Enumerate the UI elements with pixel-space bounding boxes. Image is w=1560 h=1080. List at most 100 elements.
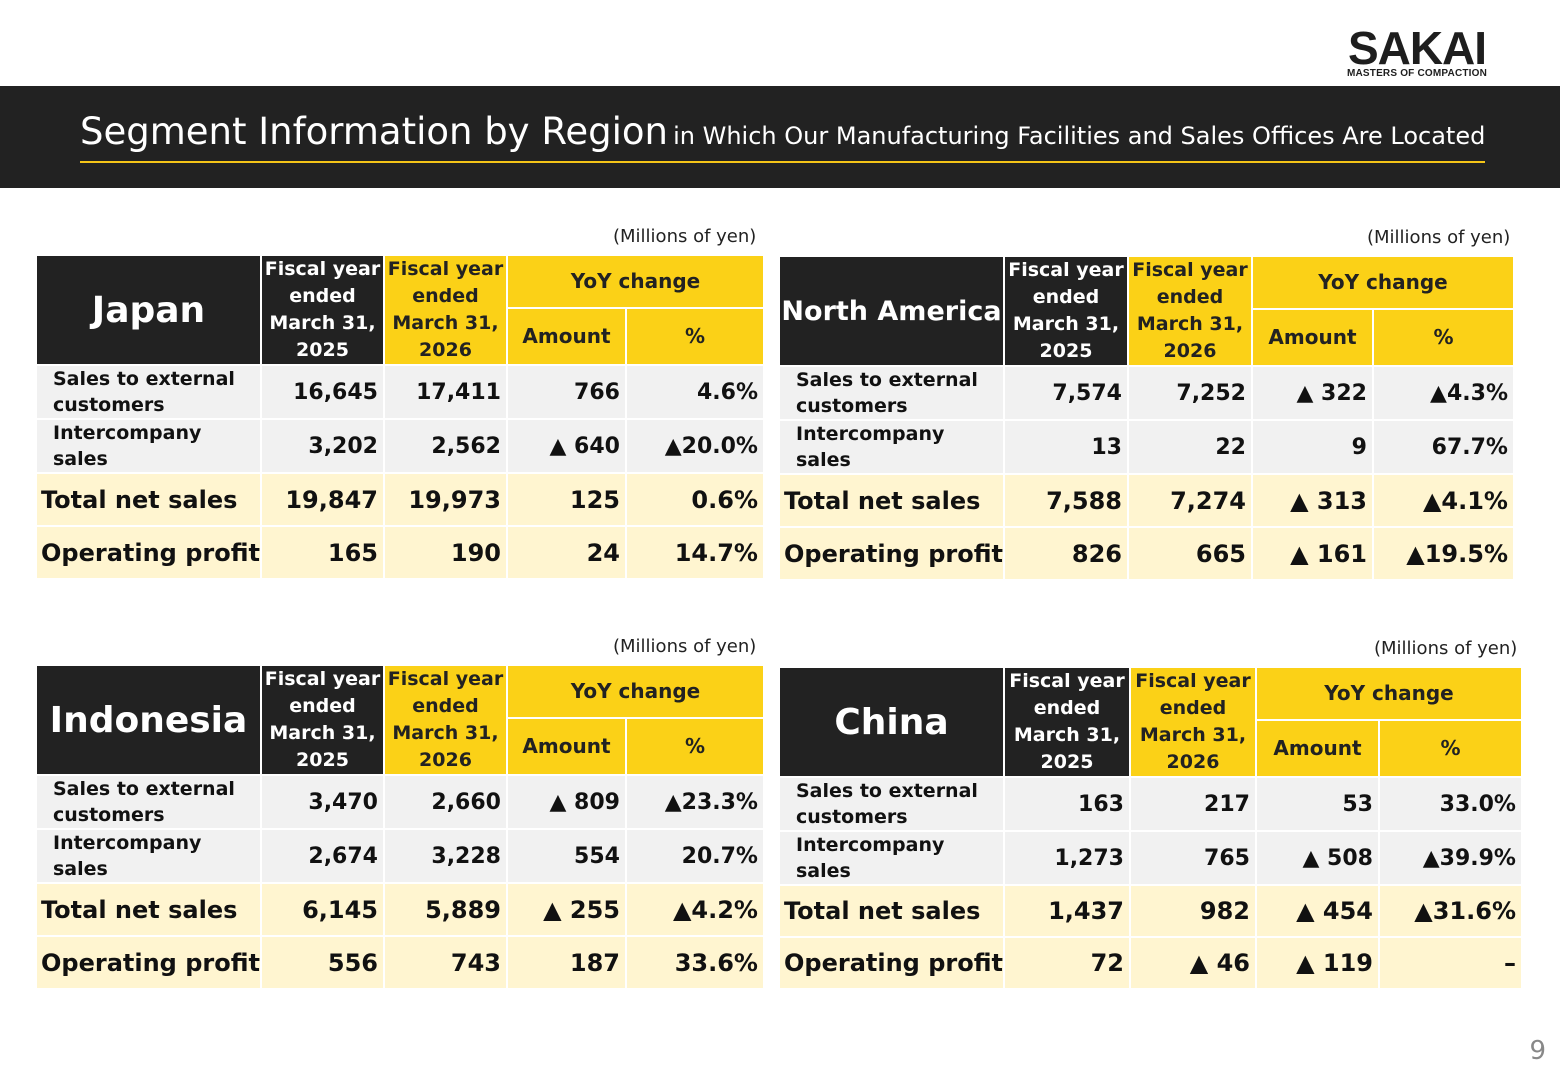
table-row: Total net sales 6,145 5,889 ▲ 255 ▲4.2% <box>37 884 763 935</box>
yoy-header: YoY change <box>1252 257 1513 308</box>
yoy-header: YoY change <box>507 666 763 717</box>
yoy-amount: 9 <box>1252 421 1372 473</box>
row-label-line: Sales to external <box>796 780 978 802</box>
fy2025-header-line: ended <box>289 695 356 717</box>
title-bar: Segment Information by Region in Which O… <box>0 86 1560 188</box>
yoy-pct: ▲4.3% <box>1373 367 1513 419</box>
fy2026-value: 7,274 <box>1128 475 1251 526</box>
yoy-amount: ▲ 313 <box>1252 475 1372 526</box>
table-row: Total net sales 7,588 7,274 ▲ 313 ▲4.1% <box>780 475 1513 526</box>
row-label-text: Operating profit <box>41 538 260 567</box>
yoy-pct: ▲39.9% <box>1379 832 1521 884</box>
yoy-pct: 33.6% <box>626 937 763 988</box>
table-subheader-row: Amount % <box>780 309 1513 365</box>
amount-header-label: Amount <box>522 734 611 759</box>
amount-header: Amount <box>507 308 625 364</box>
yoy-pct: 14.7% <box>626 527 763 578</box>
region-name-cell: North America <box>780 257 1003 365</box>
page-number: 9 <box>1529 1036 1546 1066</box>
row-label: Intercompany sales <box>780 421 1003 473</box>
fy2025-header-line: March 31, <box>269 722 376 744</box>
row-label: Total net sales <box>780 475 1003 526</box>
unit-label-north-america: (Millions of yen) <box>1367 227 1511 248</box>
fy2026-header-line: 2026 <box>419 339 472 361</box>
row-label-line: Sales to external <box>796 369 978 391</box>
row-label-text: Operating profit <box>784 949 1003 977</box>
table-row: Sales to external customers 163 217 53 33.0% <box>780 778 1521 830</box>
table-row: Operating profit 826 665 ▲ 161 ▲19.5% <box>780 528 1513 579</box>
yoy-amount: 554 <box>507 830 625 882</box>
fy2025-value: 3,470 <box>261 776 383 828</box>
pct-header-label: % <box>684 324 705 349</box>
region-name-cell: Japan <box>37 256 260 364</box>
table-row: Intercompany sales 13 22 9 67.7% <box>780 421 1513 473</box>
amount-header: Amount <box>1252 309 1372 365</box>
pct-header: % <box>1373 309 1513 365</box>
pct-header-label: % <box>1440 736 1461 761</box>
yoy-amount: ▲ 508 <box>1256 832 1378 884</box>
table-row: Operating profit 165 190 24 14.7% <box>37 527 763 578</box>
amount-header-label: Amount <box>1268 325 1357 350</box>
yoy-amount: ▲ 640 <box>507 420 625 472</box>
row-label: Intercompany sales <box>780 832 1003 884</box>
pct-header-label: % <box>1433 325 1454 350</box>
yoy-pct: 0.6% <box>626 474 763 525</box>
fy2025-header-line: 2025 <box>296 749 349 771</box>
row-label-text: Total net sales <box>784 486 981 515</box>
fy2025-value: 72 <box>1004 938 1129 988</box>
fy2025-header-line: March 31, <box>269 312 376 334</box>
fy2025-header-line: 2025 <box>1040 751 1094 773</box>
fy2026-header: Fiscal year ended March 31, 2026 <box>384 256 506 364</box>
fy2025-header-line: Fiscal year <box>1009 670 1125 692</box>
fy2025-header-line: March 31, <box>1013 724 1121 746</box>
yoy-amount: ▲ 322 <box>1252 367 1372 419</box>
fy2025-value: 163 <box>1004 778 1129 830</box>
row-label: Operating profit <box>780 938 1003 988</box>
fy2025-value: 1,273 <box>1004 832 1129 884</box>
fy2025-header: Fiscal year ended March 31, 2025 <box>261 256 383 364</box>
fy2026-header-line: Fiscal year <box>1132 259 1248 281</box>
fy2025-value: 6,145 <box>261 884 383 935</box>
row-label-line: Intercompany <box>796 834 945 856</box>
row-label-line: sales <box>796 860 851 882</box>
fy2025-value: 19,847 <box>261 474 383 525</box>
segment-table-japan: Japan Fiscal year ended March 31, 2025 Fisc… <box>35 254 765 580</box>
table-header-row: China Fiscal year ended March 31, 2025 Fisc… <box>780 668 1521 776</box>
fy2026-value: 190 <box>384 527 506 578</box>
row-label-line: Intercompany <box>53 832 202 854</box>
fy2026-header-line: March 31, <box>1136 313 1244 335</box>
amount-header: Amount <box>1256 720 1378 776</box>
yoy-amount: 125 <box>507 474 625 525</box>
row-label-text: Total net sales <box>784 897 981 925</box>
row-label-line: sales <box>53 448 108 470</box>
fy2026-value: 2,660 <box>384 776 506 828</box>
row-label: Total net sales <box>37 474 260 525</box>
fy2025-value: 2,674 <box>261 830 383 882</box>
fy2025-header: Fiscal year ended March 31, 2025 <box>1004 668 1129 776</box>
table-subheader-row: Amount % <box>780 720 1521 776</box>
fy2026-header-line: ended <box>412 285 479 307</box>
yoy-pct: ▲23.3% <box>626 776 763 828</box>
fy2025-value: 826 <box>1004 528 1127 579</box>
logo-tagline: MASTERS OF COMPACTION <box>1346 68 1488 79</box>
unit-label-indonesia: (Millions of yen) <box>613 636 757 657</box>
yoy-pct: – <box>1379 938 1521 988</box>
fy2026-header-line: Fiscal year <box>1135 670 1251 692</box>
row-label: Sales to external customers <box>37 776 260 828</box>
row-label-line: Sales to external <box>53 368 235 390</box>
yoy-header-label: YoY change <box>570 679 701 704</box>
page-title-sub: in Which Our Manufacturing Facilities an… <box>673 122 1486 150</box>
table-row: Operating profit 556 743 187 33.6% <box>37 937 763 988</box>
row-label-text: Operating profit <box>41 948 260 977</box>
table-row: Sales to external customers 16,645 17,411 76… <box>37 366 763 418</box>
fy2026-value: 5,889 <box>384 884 506 935</box>
yoy-pct: 20.7% <box>626 830 763 882</box>
company-logo: SAKAI MASTERS OF COMPACTION <box>1332 25 1502 80</box>
yoy-amount: ▲ 454 <box>1256 886 1378 936</box>
page-title: Segment Information by Region in Which O… <box>80 110 1486 163</box>
yoy-header: YoY change <box>507 256 763 307</box>
row-label-line: customers <box>53 804 165 826</box>
yoy-amount: 24 <box>507 527 625 578</box>
row-label: Total net sales <box>37 884 260 935</box>
yoy-pct: ▲4.1% <box>1373 475 1513 526</box>
